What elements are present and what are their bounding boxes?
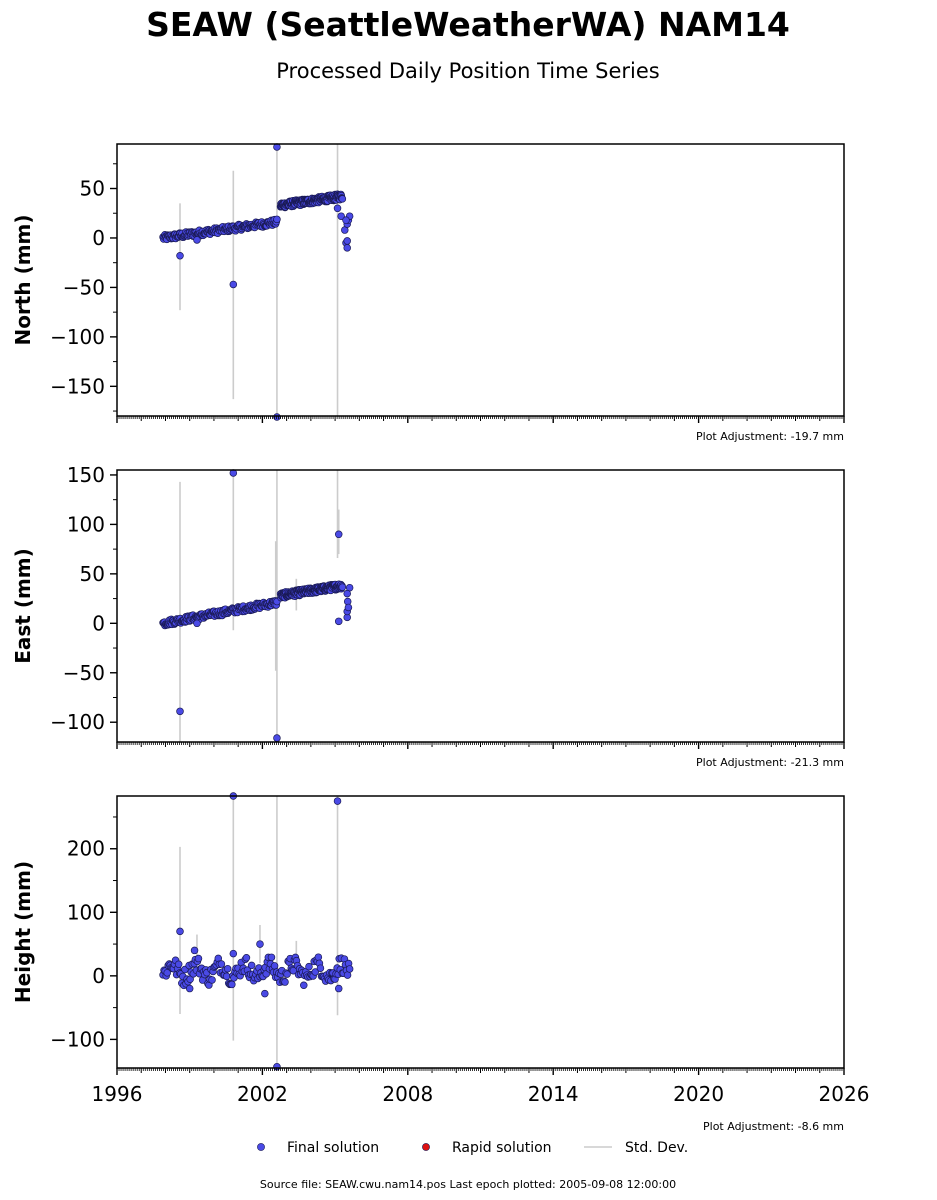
final-solution-point <box>223 964 232 973</box>
plot-adjustment: Plot Adjustment: -19.7 mm <box>696 430 844 443</box>
x-tick-label: 2008 <box>382 1082 433 1106</box>
final-solution-point <box>174 960 183 969</box>
panel-1: 150 100 50 0 −50 −100 East (mm) Plot Adjustment… <box>11 463 845 769</box>
y-tick-label: 200 <box>67 837 105 861</box>
y-tick-label: 100 <box>67 900 105 924</box>
y-tick-label: −50 <box>63 661 105 685</box>
final-solution-point <box>334 984 343 993</box>
legend-label: Std. Dev. <box>625 1140 688 1156</box>
final-solution-point <box>229 280 238 289</box>
panel-frame <box>116 143 845 417</box>
legend-item: Std. Dev. <box>584 1140 688 1156</box>
y-tick-label: 0 <box>92 964 105 988</box>
final-solution-point <box>270 962 279 970</box>
y-tick-label: −100 <box>50 710 105 734</box>
final-solution-point <box>314 953 323 961</box>
final-solution-point <box>300 981 308 989</box>
final-solution-point <box>338 195 347 203</box>
y-tick-label: −100 <box>50 1027 105 1051</box>
legend-item: Rapid solution <box>422 1140 552 1156</box>
final-solution-marker <box>257 1143 265 1151</box>
final-solution-point <box>176 252 184 260</box>
final-solution-point <box>261 989 269 998</box>
y-tick-label: 50 <box>80 562 105 586</box>
final-solution-point <box>316 964 325 972</box>
final-solution-point <box>190 946 199 955</box>
final-solution-point <box>343 237 351 245</box>
y-tick-label: −50 <box>63 275 105 299</box>
chart-subtitle: Processed Daily Position Time Series <box>276 59 660 83</box>
final-solution-point <box>163 969 171 977</box>
y-tick-label: 150 <box>67 463 105 487</box>
final-solution-point <box>228 980 236 989</box>
y-tick-label: 100 <box>67 512 105 536</box>
final-solution-point <box>176 707 184 716</box>
final-solution-point <box>273 734 281 742</box>
final-solution-point <box>342 216 350 224</box>
final-solution-point <box>247 961 256 970</box>
final-solution-point <box>337 212 345 220</box>
y-tick-label: 50 <box>80 177 105 201</box>
x-tick-label: 2026 <box>819 1082 870 1106</box>
final-solution-point <box>217 960 226 968</box>
final-solution-point <box>343 971 352 979</box>
legend-item: Final solution <box>257 1140 379 1156</box>
final-solution-point <box>222 972 231 981</box>
final-solution-point <box>343 589 351 598</box>
panel-0: 50 0 −50 −100 −150 North (mm) Plot Adjustment:… <box>11 143 845 443</box>
rapid-solution-marker <box>422 1143 430 1151</box>
final-solution-point <box>345 965 354 973</box>
final-solution-point <box>333 204 342 213</box>
x-tick-label: 1996 <box>92 1082 143 1106</box>
panel-2: 200 100 0 −100 Height (mm) Plot Adjustment: -… <box>11 792 870 1133</box>
y-axis-label: Height (mm) <box>11 861 35 1003</box>
footer-source: Source file: SEAW.cwu.nam14.pos Last epo… <box>260 1178 676 1191</box>
final-solution-point <box>229 949 238 958</box>
final-solution-point <box>208 976 216 984</box>
legend: Final solution Rapid solution Std. Dev. <box>257 1140 688 1156</box>
final-solution-point <box>267 953 276 962</box>
x-tick-label: 2020 <box>673 1082 724 1106</box>
final-solution-point <box>305 962 313 971</box>
final-solution-point <box>333 797 342 805</box>
y-axis-label: North (mm) <box>11 214 35 345</box>
final-solution-point <box>344 603 353 612</box>
x-tick-label: 2002 <box>237 1082 288 1106</box>
plot-adjustment: Plot Adjustment: -21.3 mm <box>696 756 844 769</box>
final-solution-point <box>185 984 194 993</box>
y-tick-label: −150 <box>50 374 105 398</box>
x-tick-label: 2014 <box>528 1082 579 1106</box>
y-axis-label: East (mm) <box>11 548 35 664</box>
final-solution-point <box>193 236 201 244</box>
final-solution-point <box>273 215 281 224</box>
final-solution-point <box>338 583 347 591</box>
plot-adjustment: Plot Adjustment: -8.6 mm <box>703 1120 844 1133</box>
legend-label: Final solution <box>287 1140 379 1156</box>
final-solution-point <box>343 244 351 252</box>
final-solution-point <box>311 968 319 976</box>
final-solution-point <box>283 970 291 978</box>
final-solution-point <box>176 927 184 936</box>
chart-title: SEAW (SeattleWeatherWA) NAM14 <box>146 5 790 44</box>
y-tick-label: 0 <box>92 226 105 250</box>
y-tick-label: 0 <box>92 611 105 635</box>
final-solution-point <box>242 954 251 962</box>
final-solution-point <box>256 940 264 948</box>
final-solution-point <box>193 619 201 628</box>
legend-label: Rapid solution <box>452 1140 552 1156</box>
final-solution-point <box>281 978 289 986</box>
final-solution-point <box>334 617 343 626</box>
panel-frame <box>116 795 845 1069</box>
y-tick-label: −100 <box>50 325 105 349</box>
final-solution-point <box>334 530 343 539</box>
final-solution-point <box>194 954 203 963</box>
panels: 50 0 −50 −100 −150 North (mm) Plot Adjustment:… <box>11 143 870 1133</box>
